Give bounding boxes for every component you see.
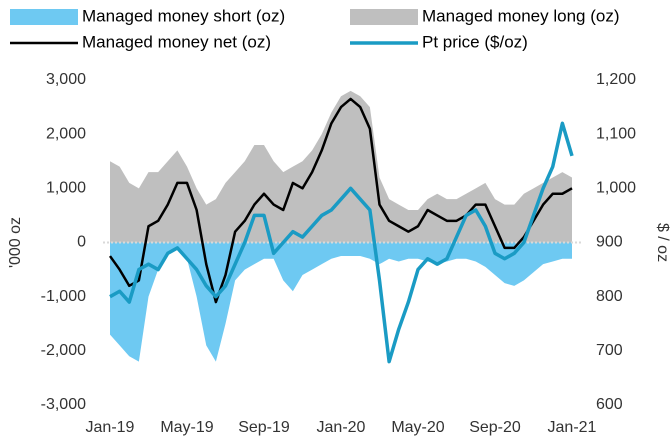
x-tick-label: Sep-20	[469, 419, 521, 436]
y-tick-label: 2,000	[46, 125, 86, 142]
x-tick-label: Sep-19	[238, 419, 290, 436]
y-axis-label: '000 oz	[7, 217, 24, 268]
y2-tick-label: 1,100	[596, 125, 636, 142]
x-tick-label: Jan-20	[317, 419, 366, 436]
area	[110, 242, 572, 362]
y-tick-label: 3,000	[46, 71, 86, 88]
legend-label: Managed money short (oz)	[82, 6, 285, 25]
legend-swatch	[10, 9, 78, 25]
y2-tick-label: 1,000	[596, 180, 636, 197]
y2-tick-label: 700	[596, 342, 623, 359]
y-tick-label: 0	[77, 234, 86, 251]
x-tick-label: May-20	[391, 419, 444, 436]
y2-tick-label: 1,200	[596, 71, 636, 88]
legend-swatch	[350, 9, 418, 25]
y2-tick-label: 600	[596, 396, 623, 413]
x-tick-label: May-19	[160, 419, 213, 436]
legend-label: Managed money long (oz)	[422, 6, 620, 25]
y-tick-label: -2,000	[41, 342, 86, 359]
legend-label: Pt price ($/oz)	[422, 32, 528, 51]
y-tick-label: -3,000	[41, 396, 86, 413]
x-tick-label: Jan-19	[86, 419, 135, 436]
y2-axis-label: $ / oz	[654, 223, 671, 262]
y-tick-label: 1,000	[46, 180, 86, 197]
y2-tick-label: 900	[596, 234, 623, 251]
y-tick-label: -1,000	[41, 288, 86, 305]
y2-tick-label: 800	[596, 288, 623, 305]
area	[110, 90, 572, 243]
x-tick-label: Jan-21	[548, 419, 597, 436]
legend-label: Managed money net (oz)	[82, 32, 271, 51]
line	[109, 121, 574, 364]
line	[108, 97, 573, 304]
